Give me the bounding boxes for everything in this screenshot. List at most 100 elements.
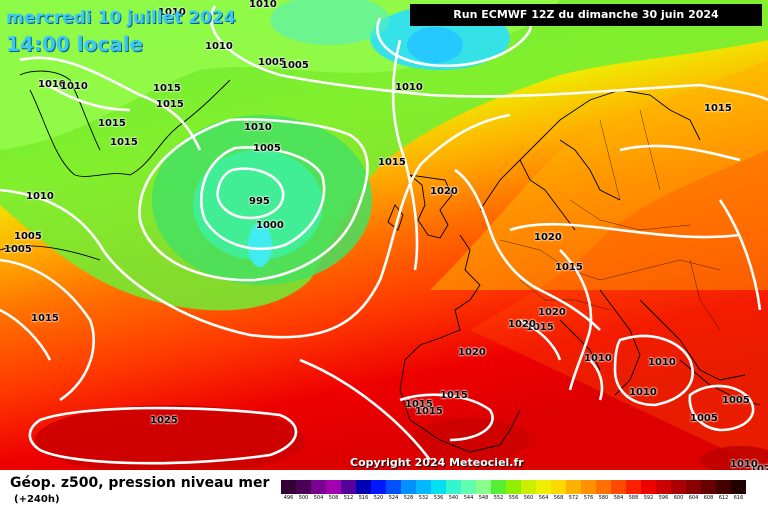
scale-label: 596: [658, 495, 669, 501]
low-core: [193, 150, 323, 260]
scale-label: 548: [478, 495, 489, 501]
isobar-label: 1015: [98, 118, 126, 129]
isobar-label: 1005: [258, 57, 286, 68]
isobar-label: 1015: [704, 103, 732, 114]
scale-label: 584: [613, 495, 624, 501]
isobar-label: 1015: [526, 322, 554, 333]
scale-swatch: [356, 480, 371, 494]
scale-label: 536: [433, 495, 444, 501]
scale-label: 520: [373, 495, 384, 501]
scale-swatch: [476, 480, 491, 494]
isobar-label: 1020: [750, 465, 768, 475]
scale-label: 532: [418, 495, 429, 501]
scale-swatch: [401, 480, 416, 494]
heat-core-east: [700, 446, 768, 470]
scale-swatch: [371, 480, 386, 494]
isobar-label: 1005: [690, 413, 718, 424]
upper-low-teal: [270, 0, 390, 45]
isobar-label: 1010: [584, 353, 612, 364]
isobar-label: 1005: [281, 60, 309, 71]
scale-swatch: [731, 480, 746, 494]
isobar-label: 1020: [534, 232, 562, 243]
scale-label: 560: [523, 495, 534, 501]
isobar-label: 1015: [555, 262, 583, 273]
scale-label: 580: [598, 495, 609, 501]
scale-swatch: [416, 480, 431, 494]
scale-label: 568: [553, 495, 564, 501]
z500-red-zone-east: [470, 150, 768, 470]
scale-label: 612: [718, 495, 729, 501]
scale-label: 528: [403, 495, 414, 501]
isobar-label: 1015: [110, 137, 138, 148]
color-scale: 496 500 504 508 512 516 520 524 528 532 536 540 544 5…: [281, 480, 747, 506]
scale-label: 600: [673, 495, 684, 501]
isobar-label: 1010: [158, 7, 186, 18]
scale-swatch: [611, 480, 626, 494]
chart-date: mercredi 10 juillet 2024: [6, 8, 236, 28]
pressure-map: [0, 0, 768, 470]
scale-swatch: [311, 480, 326, 494]
scale-label: 516: [358, 495, 369, 501]
isobar-label: 1015: [405, 399, 433, 410]
isobar-label: 1020: [508, 319, 536, 330]
scale-swatch: [686, 480, 701, 494]
isobar-label: 1010: [244, 122, 272, 133]
coastlines: [0, 70, 761, 453]
isobar-label: 1025: [150, 415, 178, 426]
isobar-label: 1005: [4, 244, 32, 255]
isobars: [0, 5, 768, 465]
scale-label: 572: [568, 495, 579, 501]
scale-label: 616: [733, 495, 744, 501]
field-description: Géop. z500, pression niveau mer: [10, 475, 270, 491]
isobar-label: 1015: [31, 313, 59, 324]
scale-label: 504: [313, 495, 324, 501]
scale-swatch: [566, 480, 581, 494]
isobar-label: 1020: [538, 307, 566, 318]
isobar-label: 1015: [156, 99, 184, 110]
scale-swatch: [326, 480, 341, 494]
isobar-label: 1010: [60, 81, 88, 92]
scale-swatch: [641, 480, 656, 494]
scale-swatch: [521, 480, 536, 494]
chart-time: 14:00 locale: [6, 32, 143, 56]
isobar-label: 1010: [26, 191, 54, 202]
legend-footer: Géop. z500, pression niveau mer (+240h) …: [0, 470, 768, 512]
scale-label: 604: [688, 495, 699, 501]
scale-label: 576: [583, 495, 594, 501]
isobar-label: 1010: [395, 82, 423, 93]
scale-swatch: [626, 480, 641, 494]
isobar-label: 1010: [249, 0, 277, 10]
scale-label: 556: [508, 495, 519, 501]
heat-core-iberia: [410, 418, 530, 462]
isobar-label: 1005: [722, 395, 750, 406]
isobar-label: 995: [249, 196, 270, 207]
scale-label: 540: [448, 495, 459, 501]
isobar-label: 1010: [629, 387, 657, 398]
isobar-label: 1010: [648, 357, 676, 368]
forecast-lead-time: (+240h): [14, 494, 60, 505]
scale-swatch: [656, 480, 671, 494]
scale-label: 608: [703, 495, 714, 501]
scale-swatch: [491, 480, 506, 494]
scale-swatch: [536, 480, 551, 494]
scale-label: 500: [298, 495, 309, 501]
isobar-label: 1010: [205, 41, 233, 52]
scale-swatch: [551, 480, 566, 494]
isobar-label: 1010: [38, 79, 66, 90]
scale-label: 588: [628, 495, 639, 501]
scale-label: 544: [463, 495, 474, 501]
isobar-label: 1015: [153, 83, 181, 94]
scale-label: 564: [538, 495, 549, 501]
scale-swatch: [701, 480, 716, 494]
scale-swatch: [341, 480, 356, 494]
scale-label: 592: [643, 495, 654, 501]
scale-swatch: [596, 480, 611, 494]
low-core-cyan: [248, 223, 272, 267]
scale-swatch: [461, 480, 476, 494]
run-info-banner: Run ECMWF 12Z du dimanche 30 juin 2024: [410, 4, 762, 26]
scale-swatch: [506, 480, 521, 494]
isobar-label: 1015: [440, 390, 468, 401]
upper-low-blue: [407, 27, 463, 63]
scale-swatch: [386, 480, 401, 494]
isobar-label: 1010: [730, 459, 758, 470]
